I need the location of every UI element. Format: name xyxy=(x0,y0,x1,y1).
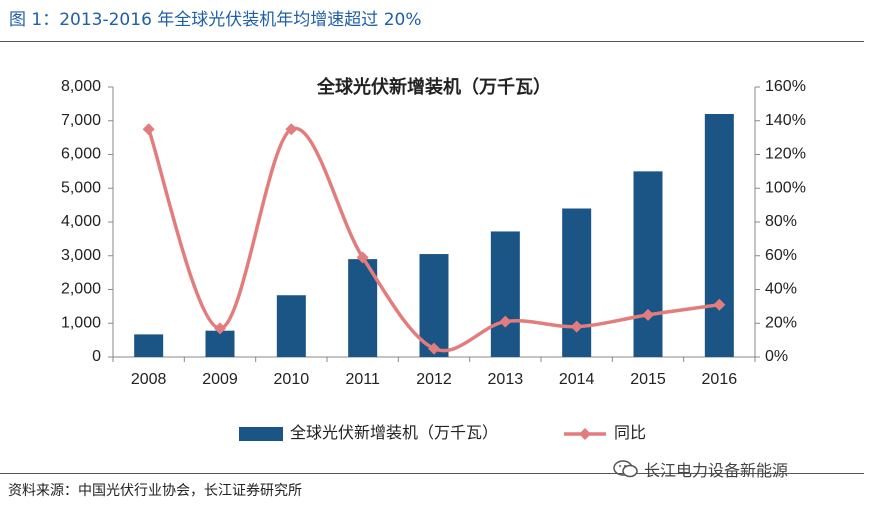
y-tick-label-left: 0 xyxy=(92,348,101,365)
legend-bar-label: 全球光伏新增装机（万千瓦） xyxy=(290,424,498,442)
y-tick-label-left: 4,000 xyxy=(61,213,101,230)
legend-bar-swatch xyxy=(239,427,283,441)
wechat-icon xyxy=(613,460,638,478)
x-tick-label: 2014 xyxy=(559,371,595,388)
legend-line-marker xyxy=(579,428,591,440)
x-tick-label: 2012 xyxy=(416,371,452,388)
y-tick-label-left: 2,000 xyxy=(61,281,101,298)
yoy-marker xyxy=(713,298,726,311)
y-tick-label-right: 60% xyxy=(765,247,797,264)
y-tick-label-left: 5,000 xyxy=(61,179,101,196)
x-tick-label: 2009 xyxy=(202,371,238,388)
bar xyxy=(419,254,449,357)
yoy-marker xyxy=(285,123,298,136)
source-note: 资料来源：中国光伏行业协会，长江证券研究所 xyxy=(8,483,302,499)
x-tick-label: 2016 xyxy=(702,371,738,388)
yoy-marker xyxy=(642,308,654,321)
y-tick-label-left: 1,000 xyxy=(61,314,101,331)
watermark: 长江电力设备新能源 xyxy=(612,457,788,481)
chart-title: 全球光伏新增装机（万千瓦） xyxy=(316,76,551,97)
yoy-marker xyxy=(499,315,512,328)
yoy-marker xyxy=(214,322,226,335)
yoy-marker xyxy=(356,251,369,264)
y-tick-label-left: 3,000 xyxy=(61,247,101,264)
bar xyxy=(205,330,235,357)
y-tick-label-right: 140% xyxy=(765,112,806,129)
title-divider xyxy=(0,41,864,42)
footer-divider xyxy=(0,473,864,474)
yoy-marker xyxy=(428,342,440,355)
x-tick-label: 2015 xyxy=(630,371,666,388)
x-tick-label: 2013 xyxy=(488,371,524,388)
y-tick-label-right: 160% xyxy=(765,78,806,95)
bar xyxy=(490,231,520,357)
y-tick-label-right: 80% xyxy=(765,213,797,230)
y-tick-label-right: 0% xyxy=(765,348,788,365)
yoy-marker xyxy=(142,123,155,136)
y-tick-label-right: 100% xyxy=(765,179,806,196)
y-tick-label-right: 120% xyxy=(765,146,806,163)
x-tick-label: 2008 xyxy=(131,371,167,388)
bar xyxy=(562,208,592,357)
y-tick-label-left: 8,000 xyxy=(61,78,101,95)
yoy-marker xyxy=(570,320,583,333)
y-tick-label-left: 7,000 xyxy=(61,112,101,129)
bar xyxy=(276,295,306,357)
y-tick-label-right: 20% xyxy=(765,314,797,331)
bar xyxy=(704,114,734,357)
legend-line-label: 同比 xyxy=(614,424,646,442)
x-tick-label: 2010 xyxy=(274,371,310,388)
figure-title: 图 1：2013-2016 年全球光伏装机年均增速超过 20% xyxy=(9,10,422,30)
y-tick-label-left: 6,000 xyxy=(61,146,101,163)
bar xyxy=(134,334,164,357)
y-tick-label-right: 40% xyxy=(765,281,797,298)
bar xyxy=(633,171,663,357)
watermark-text: 长江电力设备新能源 xyxy=(644,461,789,480)
x-tick-label: 2011 xyxy=(345,371,380,388)
chart: 全球光伏新增装机（万千瓦） 0 1,000 2,000 3,000 4,000 5,000 6… xyxy=(61,76,806,442)
